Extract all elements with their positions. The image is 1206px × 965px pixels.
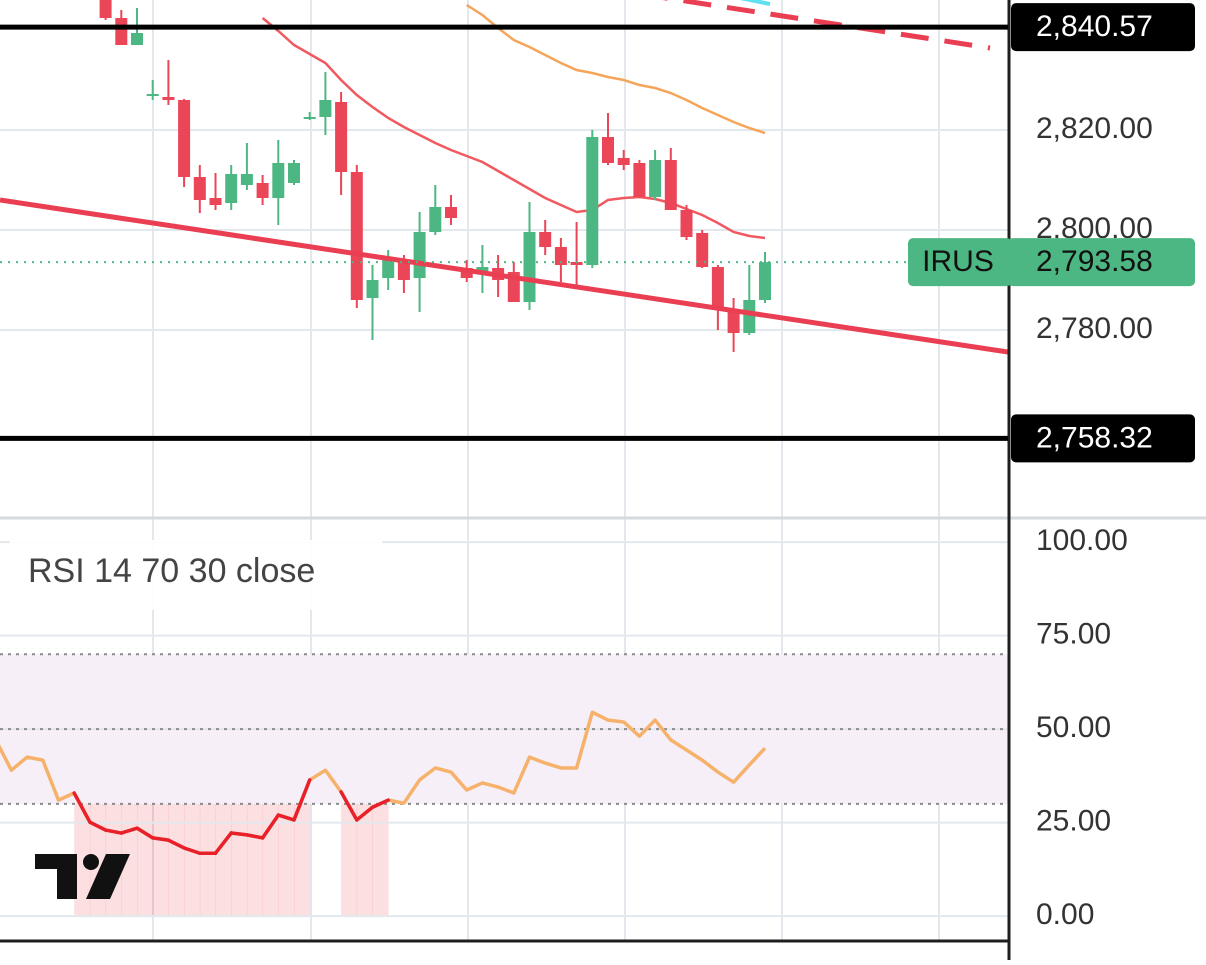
candle-body [743, 300, 756, 333]
candle-body [178, 100, 191, 177]
candle-body [711, 267, 724, 310]
candle-body [586, 137, 599, 265]
y-tick-label: 2,780.00 [1036, 312, 1153, 345]
price-line-tag [1011, 414, 1195, 463]
moving-average [466, 3, 766, 135]
candle-body [554, 247, 567, 265]
drawings [0, 0, 1008, 355]
rsi-oversold-segment [355, 805, 375, 822]
rsi-oversold-segment [292, 778, 312, 822]
candle-body [319, 100, 332, 117]
oversold-fill [199, 803, 216, 917]
y-tick-label: 50.00 [1036, 711, 1111, 744]
oversold-fill [168, 803, 185, 917]
rsi-oversold-segment [229, 831, 249, 837]
candle-body [288, 163, 300, 183]
oversold-fill [294, 803, 311, 917]
candle-body [146, 94, 159, 96]
oversold-fill [215, 803, 232, 917]
candle-body [397, 260, 410, 280]
oversold-fill [74, 803, 91, 917]
rsi-pane [0, 541, 1008, 918]
candle-body [664, 160, 677, 210]
oversold-fill [137, 803, 154, 917]
candle-body [445, 207, 457, 218]
rsi-oversold-segment [245, 833, 265, 840]
candle-body [539, 232, 552, 247]
oversold-fill [372, 803, 389, 917]
candle-body [759, 262, 771, 300]
candle-body [303, 117, 316, 119]
symbol-tag [908, 238, 1012, 287]
oversold-fill [246, 803, 264, 917]
rsi-oversold-segment [72, 791, 92, 824]
rsi-oversold-segment [182, 846, 202, 855]
candle-body [335, 102, 348, 172]
rsi-oversold-segment [213, 831, 233, 855]
rsi-oversold-segment [339, 790, 359, 822]
candle-body [131, 33, 143, 45]
oversold-fill [152, 803, 169, 917]
rsi-oversold-segment [119, 826, 139, 835]
candle-body [350, 172, 363, 300]
candle-body [162, 97, 175, 100]
candle-body [633, 163, 646, 197]
price-line-tag [1011, 3, 1195, 52]
rsi-oversold-segment [88, 820, 108, 832]
rsi-oversold-segment [276, 813, 296, 822]
last-price-label: 2,793.58 [1036, 245, 1153, 278]
oversold-fill [356, 803, 373, 917]
candle-body [680, 210, 693, 237]
last-price-tag [1008, 238, 1195, 287]
rsi-oversold-segment [103, 828, 124, 835]
axes: 2,780.002,800.002,820.002,840.572,758.32… [0, 3, 1195, 931]
candle-body [366, 280, 379, 298]
rsi-oversold-segment [150, 836, 171, 842]
candle-body [649, 160, 662, 197]
rsi-oversold-segment [260, 813, 281, 840]
price-pane [0, 0, 1008, 352]
rsi-title-bg [10, 540, 382, 610]
y-tick-label: 100.00 [1036, 524, 1128, 557]
price-line-label: 2,758.32 [1036, 421, 1153, 454]
candle-body [115, 18, 128, 45]
rsi-oversold-segment [370, 798, 390, 809]
candle-body [99, 0, 112, 18]
candle-body [460, 268, 473, 278]
moving-average [261, 17, 766, 240]
candle-body [256, 183, 269, 198]
candle-body [209, 198, 222, 205]
oversold-fill [184, 803, 201, 917]
oversold-fill [341, 803, 358, 917]
rsi-title: RSI 14 70 30 close [28, 552, 315, 590]
oversold-fill [278, 803, 295, 917]
candle-body [240, 174, 253, 185]
candle-body [570, 262, 583, 265]
candle-body [617, 158, 630, 165]
y-tick-label: 2,820.00 [1036, 112, 1153, 145]
y-tick-label: 75.00 [1036, 617, 1111, 650]
rsi-oversold-segment [166, 838, 186, 850]
candle-body [272, 163, 285, 198]
oversold-fill [231, 803, 248, 917]
tv-logo [35, 854, 130, 899]
candle-body [476, 267, 489, 272]
price-line-label: 2,840.57 [1036, 10, 1153, 43]
y-tick-label: 0.00 [1036, 898, 1094, 931]
y-tick-label: 25.00 [1036, 804, 1111, 837]
rsi-oversold-segment [135, 826, 155, 840]
candle-body [727, 310, 740, 333]
candle-body [413, 232, 426, 278]
candle-body [523, 232, 536, 302]
candle-body [225, 174, 238, 203]
candle-body [429, 207, 442, 232]
candle-body [696, 233, 709, 267]
symbol-label: IRUS [922, 245, 994, 278]
candle-body [602, 137, 614, 163]
candle-body [193, 177, 206, 200]
